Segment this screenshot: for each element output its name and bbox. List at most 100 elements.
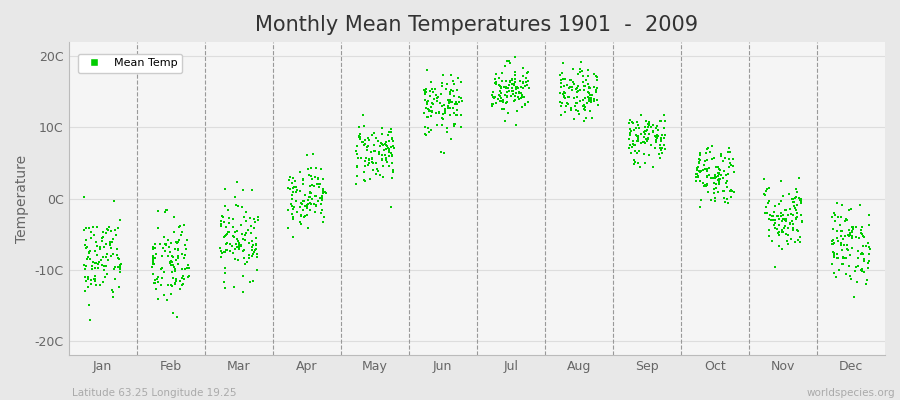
Point	[78, 242, 93, 248]
Point	[707, 195, 722, 202]
Point	[436, 102, 451, 108]
Point	[789, 194, 804, 200]
Point	[576, 73, 590, 79]
Point	[249, 267, 264, 273]
Point	[217, 249, 231, 255]
Point	[485, 88, 500, 95]
Point	[793, 238, 807, 245]
Point	[286, 189, 301, 195]
Point	[760, 186, 775, 192]
Point	[150, 279, 165, 285]
Point	[583, 98, 598, 105]
Point	[447, 101, 462, 107]
Point	[106, 294, 121, 300]
Point	[790, 228, 805, 234]
Point	[245, 187, 259, 194]
Point	[625, 119, 639, 126]
Point	[437, 107, 452, 114]
Point	[290, 187, 304, 193]
Point	[553, 99, 567, 106]
Point	[794, 200, 808, 207]
Point	[156, 253, 170, 259]
Point	[426, 101, 440, 108]
Point	[833, 242, 848, 248]
Point	[437, 105, 452, 112]
Point	[226, 224, 240, 230]
Point	[569, 100, 583, 106]
Point	[166, 310, 180, 316]
Point	[854, 230, 868, 236]
Point	[153, 241, 167, 248]
Point	[862, 222, 877, 228]
Point	[508, 92, 522, 99]
Point	[443, 97, 457, 103]
Point	[449, 99, 464, 105]
Point	[844, 232, 859, 239]
Point	[509, 86, 524, 92]
Point	[154, 266, 168, 272]
Point	[162, 248, 176, 255]
Point	[444, 136, 458, 142]
Point	[109, 232, 123, 238]
Point	[418, 89, 433, 95]
Point	[842, 227, 857, 234]
Point	[767, 222, 781, 228]
Point	[778, 217, 792, 223]
Point	[310, 198, 325, 204]
Point	[286, 174, 301, 181]
Point	[503, 78, 517, 84]
Point	[360, 144, 374, 150]
Point	[441, 103, 455, 110]
Point	[179, 246, 194, 252]
Point	[516, 79, 530, 85]
Point	[857, 258, 871, 264]
Point	[350, 163, 365, 169]
Point	[435, 80, 449, 86]
Point	[691, 158, 706, 165]
Point	[587, 96, 601, 102]
Point	[384, 135, 399, 142]
Point	[576, 103, 590, 110]
Point	[286, 205, 301, 212]
Point	[364, 132, 379, 138]
Point	[508, 68, 522, 75]
Point	[446, 88, 461, 94]
Point	[104, 244, 119, 251]
Point	[228, 246, 242, 252]
Point	[716, 175, 730, 181]
Point	[590, 102, 605, 108]
Point	[105, 239, 120, 246]
Point	[500, 93, 514, 99]
Point	[693, 152, 707, 158]
Point	[171, 260, 185, 267]
Point	[106, 236, 121, 242]
Point	[244, 223, 258, 230]
Point	[375, 125, 390, 132]
Point	[95, 238, 110, 245]
Point	[850, 248, 865, 254]
Point	[827, 250, 842, 256]
Point	[858, 233, 872, 240]
Point	[825, 236, 840, 243]
Point	[309, 193, 323, 199]
Point	[842, 252, 857, 258]
Point	[286, 214, 301, 220]
Point	[516, 73, 530, 79]
Point	[384, 160, 399, 167]
Point	[236, 273, 250, 279]
Point	[694, 168, 708, 175]
Point	[237, 214, 251, 220]
Point	[794, 195, 808, 202]
Point	[293, 168, 308, 175]
Point	[648, 133, 662, 140]
Point	[582, 84, 597, 90]
Point	[771, 230, 786, 236]
Point	[638, 130, 652, 137]
Point	[783, 221, 797, 228]
Point	[303, 190, 318, 196]
Point	[786, 196, 800, 203]
Point	[626, 140, 640, 147]
Point	[831, 255, 845, 262]
Point	[302, 197, 316, 203]
Point	[418, 90, 432, 97]
